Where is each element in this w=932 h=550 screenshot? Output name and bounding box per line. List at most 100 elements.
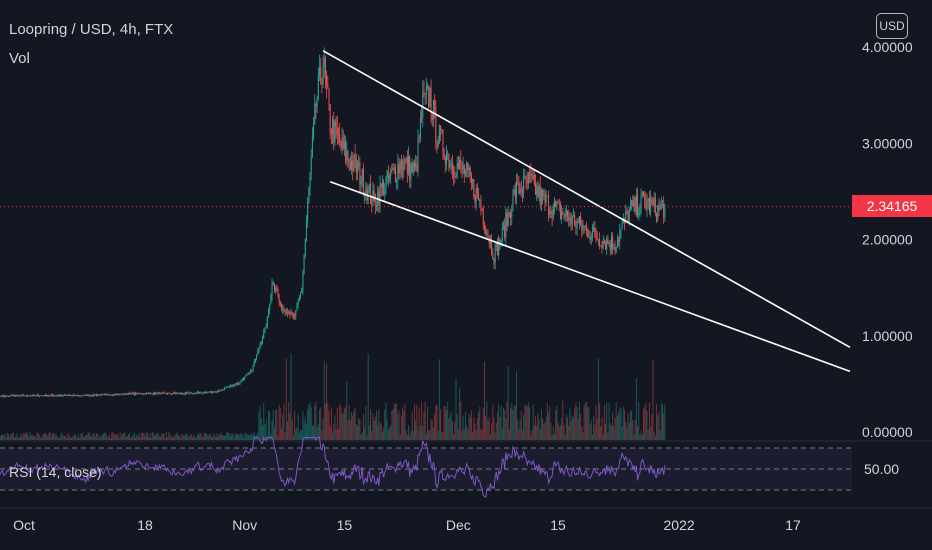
candle-body xyxy=(431,112,433,121)
candle-body xyxy=(597,239,599,241)
x-tick-label: 2022 xyxy=(664,517,695,533)
volume-bar xyxy=(656,403,658,440)
rsi-line xyxy=(0,436,666,499)
volume-bar xyxy=(627,413,629,440)
trendline[interactable] xyxy=(322,50,851,348)
volume-bar xyxy=(342,412,344,440)
volume-bar xyxy=(46,434,48,440)
candle-body xyxy=(177,393,179,394)
candle-body xyxy=(157,392,159,395)
volume-bar xyxy=(619,407,621,440)
volume-bar xyxy=(632,419,634,440)
candle-body xyxy=(148,393,150,395)
volume-bar xyxy=(383,427,385,440)
time-axis[interactable]: Oct 18 Nov 15 Dec 15 2022 17 xyxy=(13,517,801,533)
volume-bar xyxy=(368,425,370,440)
candle-body xyxy=(486,232,488,234)
volume-bar xyxy=(47,435,49,440)
candle-body xyxy=(517,181,519,183)
volume-bar xyxy=(70,437,72,440)
candle-body xyxy=(462,165,464,170)
volume-bar xyxy=(193,434,195,440)
price-axis[interactable]: 4.00000 3.00000 2.00000 1.00000 0.00000 xyxy=(862,39,913,440)
candle-body xyxy=(418,137,420,139)
volume-bar xyxy=(572,417,574,440)
candle-body xyxy=(512,193,514,211)
volume-bars xyxy=(0,353,666,440)
volume-bar xyxy=(269,411,271,440)
candle-body xyxy=(220,389,222,391)
volume-bar xyxy=(298,432,300,440)
candle-body xyxy=(81,395,83,397)
candle-body xyxy=(303,255,305,274)
volume-bar xyxy=(21,437,23,440)
volume-bar xyxy=(327,403,329,440)
candle-body xyxy=(460,159,462,163)
candle-body xyxy=(320,66,322,81)
volume-bar xyxy=(570,420,572,440)
volume-bar xyxy=(499,416,501,440)
volume-bar xyxy=(9,437,11,440)
candle-body xyxy=(111,394,113,396)
volume-bar xyxy=(616,416,618,440)
volume-bar xyxy=(613,425,615,440)
candle-body xyxy=(146,393,148,394)
symbol-title[interactable]: Loopring / USD, 4h, FTX xyxy=(9,21,174,38)
candle-body xyxy=(208,391,210,393)
candle-body xyxy=(137,392,139,394)
volume-bar xyxy=(364,427,366,440)
volume-label[interactable]: Vol xyxy=(9,50,30,67)
candle-body xyxy=(378,191,380,205)
candle-body xyxy=(85,394,87,396)
candle-body xyxy=(345,142,347,161)
candle-body xyxy=(65,394,67,396)
trendline[interactable] xyxy=(329,180,851,373)
candle-body xyxy=(455,176,457,178)
volume-bar xyxy=(578,401,580,440)
candle-body xyxy=(110,394,112,396)
candle-body xyxy=(326,75,328,85)
volume-bar xyxy=(435,405,437,440)
x-tick-label: Nov xyxy=(232,517,257,533)
candle-body xyxy=(417,137,419,172)
volume-bar xyxy=(443,405,445,440)
volume-bar xyxy=(544,422,546,440)
volume-bar xyxy=(640,430,642,440)
candle-body xyxy=(264,328,266,333)
rsi-label[interactable]: RSI (14, close) xyxy=(9,464,102,480)
candle-body xyxy=(536,186,538,195)
candle-body xyxy=(569,218,571,221)
candle-body xyxy=(565,210,567,215)
volume-bar xyxy=(146,432,148,440)
candle-body xyxy=(493,258,495,263)
volume-bar xyxy=(117,433,119,440)
volume-bar xyxy=(180,437,182,440)
candle-body xyxy=(602,240,604,249)
volume-bar xyxy=(549,406,551,440)
volume-bar xyxy=(271,420,273,440)
candle-body xyxy=(149,393,151,395)
candle-body xyxy=(125,393,127,395)
candle-body xyxy=(131,393,133,394)
volume-bar xyxy=(430,419,432,440)
volume-bar xyxy=(440,408,442,440)
candle-body xyxy=(187,392,189,394)
trendlines[interactable] xyxy=(322,50,851,373)
currency-button[interactable]: USD xyxy=(876,13,908,39)
volume-bar xyxy=(161,433,163,440)
candle-body xyxy=(56,395,58,397)
volume-bar xyxy=(628,422,630,440)
volume-bar xyxy=(32,436,34,440)
volume-bar xyxy=(100,437,102,440)
candle-body xyxy=(100,394,102,396)
volume-bar xyxy=(123,432,125,440)
candle-body xyxy=(601,246,603,249)
volume-bar xyxy=(260,417,262,440)
volume-bar xyxy=(170,437,172,440)
candle-body xyxy=(174,392,176,394)
volume-bar xyxy=(504,410,506,440)
candle-body xyxy=(62,395,64,397)
candle-body xyxy=(319,66,321,75)
candle-body xyxy=(438,125,440,144)
